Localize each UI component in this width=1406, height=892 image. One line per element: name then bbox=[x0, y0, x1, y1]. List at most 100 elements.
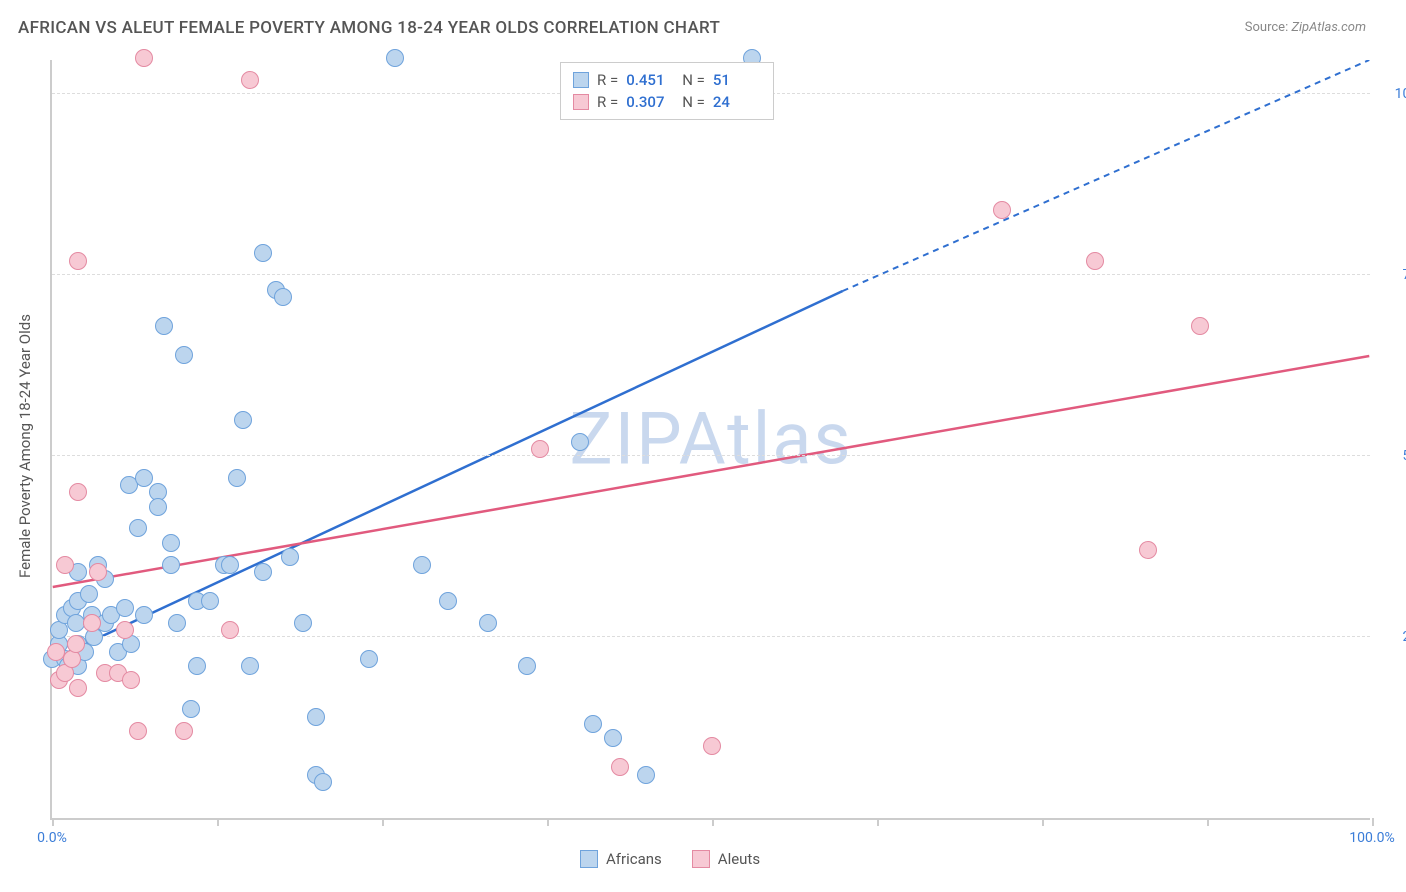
data-point bbox=[221, 556, 239, 574]
data-point bbox=[1139, 541, 1157, 559]
plot-area: ZIPAtlas 25.0%50.0%75.0%100.0%0.0%100.0% bbox=[50, 60, 1370, 820]
x-tick bbox=[547, 818, 549, 826]
r-label: R = bbox=[597, 93, 618, 111]
n-value-aleuts: 24 bbox=[713, 93, 761, 111]
data-point bbox=[531, 440, 549, 458]
x-tick bbox=[1207, 818, 1209, 826]
data-point bbox=[149, 498, 167, 516]
data-point bbox=[386, 49, 404, 67]
data-point bbox=[479, 614, 497, 632]
data-point bbox=[993, 201, 1011, 219]
data-point bbox=[69, 679, 87, 697]
y-tick-label: 50.0% bbox=[1380, 448, 1406, 464]
y-tick-label: 75.0% bbox=[1380, 267, 1406, 283]
data-point bbox=[188, 657, 206, 675]
data-point bbox=[135, 49, 153, 67]
data-point bbox=[175, 346, 193, 364]
data-point bbox=[175, 722, 193, 740]
y-tick-label: 25.0% bbox=[1380, 629, 1406, 645]
legend-item-aleuts: Aleuts bbox=[692, 850, 760, 868]
data-point bbox=[221, 621, 239, 639]
x-tick bbox=[217, 818, 219, 826]
data-point bbox=[703, 737, 721, 755]
data-point bbox=[116, 599, 134, 617]
data-point bbox=[307, 708, 325, 726]
data-point bbox=[129, 722, 147, 740]
data-point bbox=[69, 483, 87, 501]
legend-swatch-africans bbox=[580, 850, 598, 868]
chart-container: AFRICAN VS ALEUT FEMALE POVERTY AMONG 18… bbox=[0, 0, 1406, 892]
y-axis-label: Female Poverty Among 18-24 Year Olds bbox=[16, 314, 34, 578]
swatch-africans bbox=[573, 72, 589, 88]
data-point bbox=[168, 614, 186, 632]
stats-row-aleuts: R = 0.307 N = 24 bbox=[573, 91, 761, 113]
r-label: R = bbox=[597, 71, 618, 89]
data-point bbox=[439, 592, 457, 610]
data-point bbox=[637, 766, 655, 784]
gridline bbox=[52, 636, 1370, 637]
regression-lines-layer bbox=[52, 60, 1370, 818]
data-point bbox=[274, 288, 292, 306]
data-point bbox=[122, 671, 140, 689]
legend-swatch-aleuts bbox=[692, 850, 710, 868]
data-point bbox=[360, 650, 378, 668]
x-tick bbox=[877, 818, 879, 826]
data-point bbox=[135, 606, 153, 624]
data-point bbox=[116, 621, 134, 639]
data-point bbox=[584, 715, 602, 733]
data-point bbox=[294, 614, 312, 632]
data-point bbox=[281, 548, 299, 566]
data-point bbox=[241, 71, 259, 89]
x-tick bbox=[712, 818, 714, 826]
x-tick-label: 0.0% bbox=[37, 830, 67, 846]
legend-item-africans: Africans bbox=[580, 850, 662, 868]
data-point bbox=[182, 700, 200, 718]
x-tick bbox=[1372, 818, 1374, 826]
correlation-stats-box: R = 0.451 N = 51 R = 0.307 N = 24 bbox=[560, 62, 774, 120]
x-tick bbox=[52, 818, 54, 826]
r-value-africans: 0.451 bbox=[626, 71, 674, 89]
data-point bbox=[83, 614, 101, 632]
r-value-aleuts: 0.307 bbox=[626, 93, 674, 111]
data-point bbox=[241, 657, 259, 675]
data-point bbox=[135, 469, 153, 487]
x-tick-label: 100.0% bbox=[1349, 830, 1394, 846]
data-point bbox=[155, 317, 173, 335]
data-point bbox=[129, 519, 147, 537]
watermark: ZIPAtlas bbox=[569, 397, 852, 482]
regression-line-extrapolated bbox=[843, 60, 1370, 291]
gridline bbox=[52, 274, 1370, 275]
legend-label-africans: Africans bbox=[606, 850, 662, 868]
data-point bbox=[254, 244, 272, 262]
n-label: N = bbox=[682, 93, 705, 111]
data-point bbox=[162, 534, 180, 552]
data-point bbox=[1191, 317, 1209, 335]
y-tick-label: 100.0% bbox=[1380, 86, 1406, 102]
source-value: ZipAtlas.com bbox=[1291, 20, 1366, 35]
stats-row-africans: R = 0.451 N = 51 bbox=[573, 69, 761, 91]
bottom-legend: Africans Aleuts bbox=[580, 850, 760, 868]
chart-title: AFRICAN VS ALEUT FEMALE POVERTY AMONG 18… bbox=[18, 18, 720, 38]
data-point bbox=[201, 592, 219, 610]
data-point bbox=[89, 563, 107, 581]
data-point bbox=[518, 657, 536, 675]
data-point bbox=[413, 556, 431, 574]
regression-line bbox=[53, 356, 1370, 587]
data-point bbox=[254, 563, 272, 581]
data-point bbox=[234, 411, 252, 429]
data-point bbox=[80, 585, 98, 603]
swatch-aleuts bbox=[573, 94, 589, 110]
data-point bbox=[56, 556, 74, 574]
source-label: Source: bbox=[1245, 20, 1288, 35]
x-tick bbox=[382, 818, 384, 826]
n-label: N = bbox=[682, 71, 705, 89]
data-point bbox=[611, 758, 629, 776]
data-point bbox=[604, 729, 622, 747]
data-point bbox=[314, 773, 332, 791]
legend-label-aleuts: Aleuts bbox=[718, 850, 760, 868]
data-point bbox=[69, 252, 87, 270]
data-point bbox=[228, 469, 246, 487]
data-point bbox=[162, 556, 180, 574]
source-attribution: Source: ZipAtlas.com bbox=[1245, 20, 1366, 35]
data-point bbox=[1086, 252, 1104, 270]
